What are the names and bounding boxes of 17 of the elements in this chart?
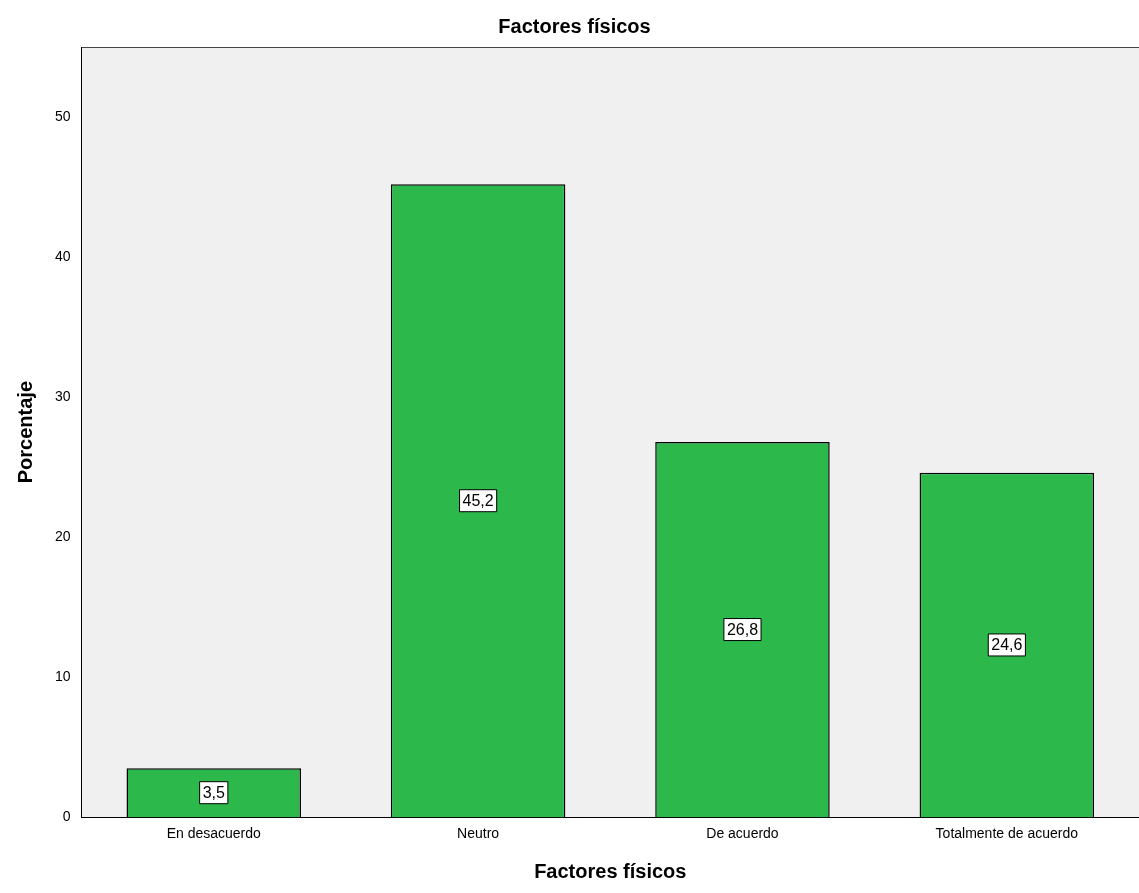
x-axis-title: Factores físicos (534, 859, 687, 882)
chart-title: Factores físicos (498, 14, 651, 37)
data-label: 45,2 (462, 492, 494, 510)
y-axis-title: Porcentaje (13, 380, 36, 484)
x-tick-label: En desacuerdo (166, 825, 262, 842)
y-tick-label: 30 (54, 387, 71, 404)
y-tick-label: 0 (62, 808, 71, 825)
x-tick-label: Totalmente de acuerdo (935, 825, 1079, 842)
data-label: 24,6 (991, 636, 1023, 654)
x-tick-label: De acuerdo (706, 825, 779, 842)
y-tick-label: 10 (54, 668, 71, 685)
x-tick-label: Neutro (457, 825, 500, 842)
data-label: 3,5 (202, 784, 225, 802)
y-tick-label: 20 (54, 527, 71, 544)
data-label: 26,8 (726, 620, 759, 638)
y-tick-label: 40 (54, 247, 71, 264)
y-tick-label: 50 (54, 107, 71, 124)
